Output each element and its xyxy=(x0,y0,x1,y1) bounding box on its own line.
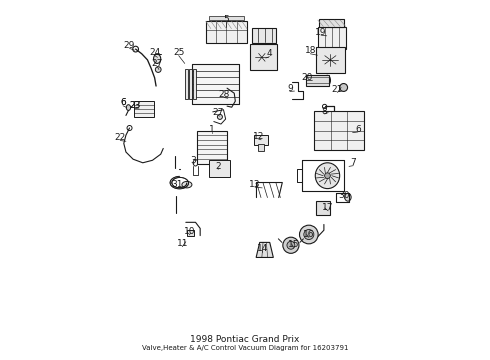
Text: 23: 23 xyxy=(129,101,140,110)
Text: 25: 25 xyxy=(173,48,184,57)
Ellipse shape xyxy=(228,94,233,101)
Text: 15: 15 xyxy=(288,240,299,249)
Text: 9: 9 xyxy=(287,84,293,93)
Bar xyxy=(197,131,227,163)
Bar xyxy=(185,69,188,99)
Text: 3: 3 xyxy=(190,156,196,165)
Bar xyxy=(319,19,344,27)
Text: 29: 29 xyxy=(124,41,135,50)
Ellipse shape xyxy=(126,105,131,111)
Bar xyxy=(250,44,277,70)
Text: 23: 23 xyxy=(129,101,140,110)
Text: 11: 11 xyxy=(176,239,188,248)
Bar xyxy=(254,135,268,145)
Text: 12: 12 xyxy=(253,132,264,141)
Bar xyxy=(206,21,247,43)
Text: Valve,Heater & A/C Control Vacuum Diagram for 16203791: Valve,Heater & A/C Control Vacuum Diagra… xyxy=(142,345,348,351)
Ellipse shape xyxy=(317,202,329,214)
Text: 18: 18 xyxy=(304,46,316,55)
Bar xyxy=(187,230,195,236)
Bar xyxy=(251,28,276,43)
Text: 8: 8 xyxy=(322,107,327,116)
Bar xyxy=(209,160,230,177)
Ellipse shape xyxy=(341,134,357,149)
Ellipse shape xyxy=(215,163,223,174)
Text: 13: 13 xyxy=(249,180,261,189)
Ellipse shape xyxy=(127,126,132,131)
Bar xyxy=(194,69,196,99)
Bar xyxy=(306,75,329,86)
Ellipse shape xyxy=(193,159,198,166)
Text: 30: 30 xyxy=(338,190,349,199)
Text: 22: 22 xyxy=(115,133,126,142)
Text: 17: 17 xyxy=(322,203,334,212)
Bar xyxy=(189,69,192,99)
Bar xyxy=(134,102,154,117)
Text: 16: 16 xyxy=(303,230,315,239)
Ellipse shape xyxy=(182,181,192,188)
Ellipse shape xyxy=(320,49,340,71)
Text: 27: 27 xyxy=(213,108,224,117)
Text: 28: 28 xyxy=(219,90,230,99)
Text: 2: 2 xyxy=(215,162,221,171)
Ellipse shape xyxy=(344,193,351,201)
Ellipse shape xyxy=(315,163,340,189)
Ellipse shape xyxy=(322,104,327,109)
Ellipse shape xyxy=(133,46,139,52)
Bar xyxy=(317,201,330,215)
Text: 4: 4 xyxy=(267,49,272,58)
Text: 6: 6 xyxy=(120,98,126,107)
Text: 6: 6 xyxy=(355,125,361,134)
Text: 24: 24 xyxy=(149,48,160,57)
Ellipse shape xyxy=(328,58,333,62)
Ellipse shape xyxy=(155,67,161,72)
Ellipse shape xyxy=(304,229,314,239)
Bar xyxy=(209,16,244,21)
Text: 7: 7 xyxy=(350,158,356,167)
Text: 19: 19 xyxy=(315,28,327,37)
Ellipse shape xyxy=(287,241,295,249)
Text: 1998 Pontiac Grand Prix: 1998 Pontiac Grand Prix xyxy=(190,335,300,344)
Ellipse shape xyxy=(254,48,270,67)
Ellipse shape xyxy=(334,121,339,126)
Bar xyxy=(316,47,345,73)
Text: 27: 27 xyxy=(151,59,163,68)
Text: 5: 5 xyxy=(223,15,229,24)
Text: 31: 31 xyxy=(171,180,183,189)
Bar xyxy=(314,111,364,150)
Bar xyxy=(258,144,265,151)
Text: 10: 10 xyxy=(184,228,195,237)
Ellipse shape xyxy=(198,138,202,143)
Ellipse shape xyxy=(320,205,326,211)
Polygon shape xyxy=(256,242,273,257)
Ellipse shape xyxy=(340,84,347,91)
Ellipse shape xyxy=(324,173,330,179)
Ellipse shape xyxy=(153,54,161,63)
Text: 20: 20 xyxy=(301,73,312,82)
Ellipse shape xyxy=(198,150,202,156)
Ellipse shape xyxy=(283,237,299,253)
Text: 1: 1 xyxy=(209,125,215,134)
Text: 6: 6 xyxy=(120,98,126,107)
Bar xyxy=(318,27,346,49)
Text: 14: 14 xyxy=(257,244,268,253)
Ellipse shape xyxy=(218,114,222,120)
Ellipse shape xyxy=(299,225,318,244)
Text: 21: 21 xyxy=(332,85,343,94)
Bar xyxy=(192,64,239,104)
Ellipse shape xyxy=(324,75,331,85)
